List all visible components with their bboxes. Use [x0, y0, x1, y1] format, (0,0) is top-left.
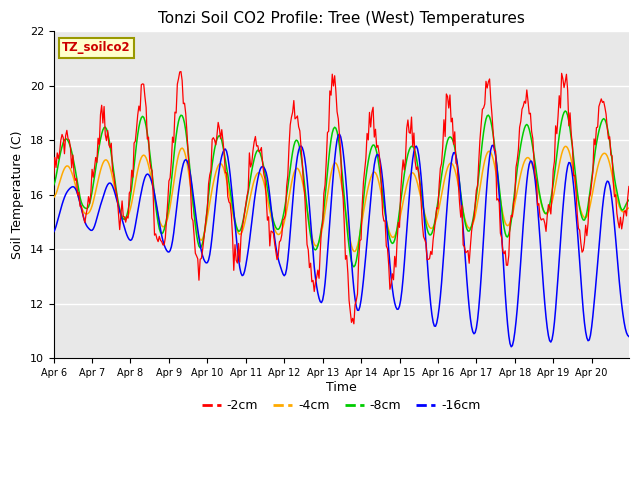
Title: Tonzi Soil CO2 Profile: Tree (West) Temperatures: Tonzi Soil CO2 Profile: Tree (West) Temp…: [158, 11, 525, 26]
X-axis label: Time: Time: [326, 381, 356, 394]
Legend: -2cm, -4cm, -8cm, -16cm: -2cm, -4cm, -8cm, -16cm: [196, 394, 486, 417]
Y-axis label: Soil Temperature (C): Soil Temperature (C): [11, 131, 24, 259]
Text: TZ_soilco2: TZ_soilco2: [62, 41, 131, 54]
